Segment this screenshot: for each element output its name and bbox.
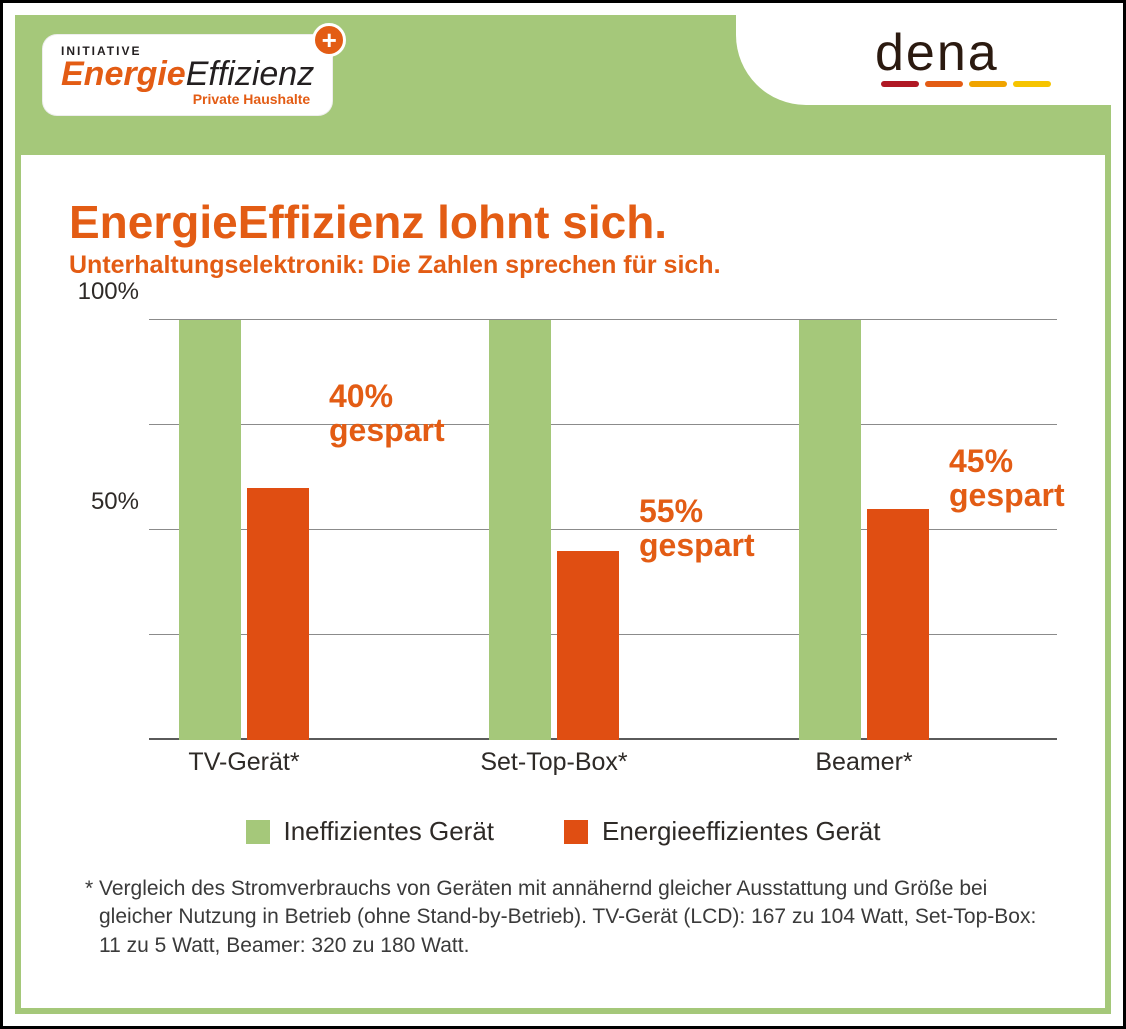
logo-word-effizienz: Effizienz	[186, 55, 315, 93]
savings-annotation: 55%gespart	[639, 495, 755, 562]
subtitle: Unterhaltungselektronik: Die Zahlen spre…	[69, 251, 1057, 280]
bar-group	[799, 320, 929, 740]
annotation-pct: 40%	[329, 380, 445, 414]
dena-bar	[925, 81, 963, 87]
annotation-pct: 55%	[639, 495, 755, 529]
legend: Ineffizientes Gerät Energieeffizientes Ge…	[69, 816, 1057, 847]
dena-bar	[881, 81, 919, 87]
logo-main: EnergieEffizienz	[61, 57, 314, 91]
x-tick-label: Set-Top-Box*	[480, 748, 627, 777]
footnote: * Vergleich des Stromverbrauchs von Gerä…	[69, 875, 1057, 960]
savings-annotation: 45%gespart	[949, 445, 1065, 512]
infographic-frame: INITIATIVE EnergieEffizienz Private Haus…	[0, 0, 1126, 1029]
dena-bar	[969, 81, 1007, 87]
legend-item: Ineffizientes Gerät	[246, 816, 495, 847]
header-band: INITIATIVE EnergieEffizienz Private Haus…	[15, 15, 1111, 155]
dena-bar	[1013, 81, 1051, 87]
annotation-word: gespart	[639, 529, 755, 563]
plot-area: 40%gespart55%gespart45%gespart	[149, 320, 1057, 740]
x-axis-labels: TV-Gerät* Set-Top-Box* Beamer*	[149, 748, 1057, 788]
y-tick-label: 50%	[91, 488, 139, 516]
main-title: EnergieEffizienz lohnt sich.	[69, 195, 1057, 249]
savings-annotation: 40%gespart	[329, 380, 445, 447]
bar	[247, 488, 309, 740]
bar	[489, 320, 551, 740]
x-tick-label: Beamer*	[815, 748, 912, 777]
logo-subline: Private Haushalte	[61, 91, 314, 107]
content-panel: EnergieEffizienz lohnt sich. Unterhaltun…	[15, 155, 1111, 1014]
plus-badge-icon: +	[312, 23, 346, 57]
bar	[799, 320, 861, 740]
x-tick-label: TV-Gerät*	[188, 748, 299, 777]
annotation-word: gespart	[329, 414, 445, 448]
annotation-pct: 45%	[949, 445, 1065, 479]
legend-item: Energieeffizientes Gerät	[564, 816, 880, 847]
initiative-logo: INITIATIVE EnergieEffizienz Private Haus…	[43, 35, 332, 115]
logo-word-energie: Energie	[61, 55, 186, 93]
y-axis: 50%100%	[69, 320, 149, 740]
legend-label: Ineffizientes Gerät	[284, 816, 495, 847]
dena-logo: dena	[875, 27, 1051, 87]
bar	[557, 551, 619, 740]
legend-swatch	[564, 820, 588, 844]
dena-text: dena	[875, 27, 1051, 79]
chart: 50%100% 40%gespart55%gespart45%gespart	[69, 320, 1057, 740]
legend-label: Energieeffizientes Gerät	[602, 816, 880, 847]
bar	[867, 509, 929, 740]
y-tick-label: 100%	[78, 278, 139, 306]
bar	[179, 320, 241, 740]
annotation-word: gespart	[949, 479, 1065, 513]
bar-group	[179, 320, 309, 740]
legend-swatch	[246, 820, 270, 844]
bar-group	[489, 320, 619, 740]
